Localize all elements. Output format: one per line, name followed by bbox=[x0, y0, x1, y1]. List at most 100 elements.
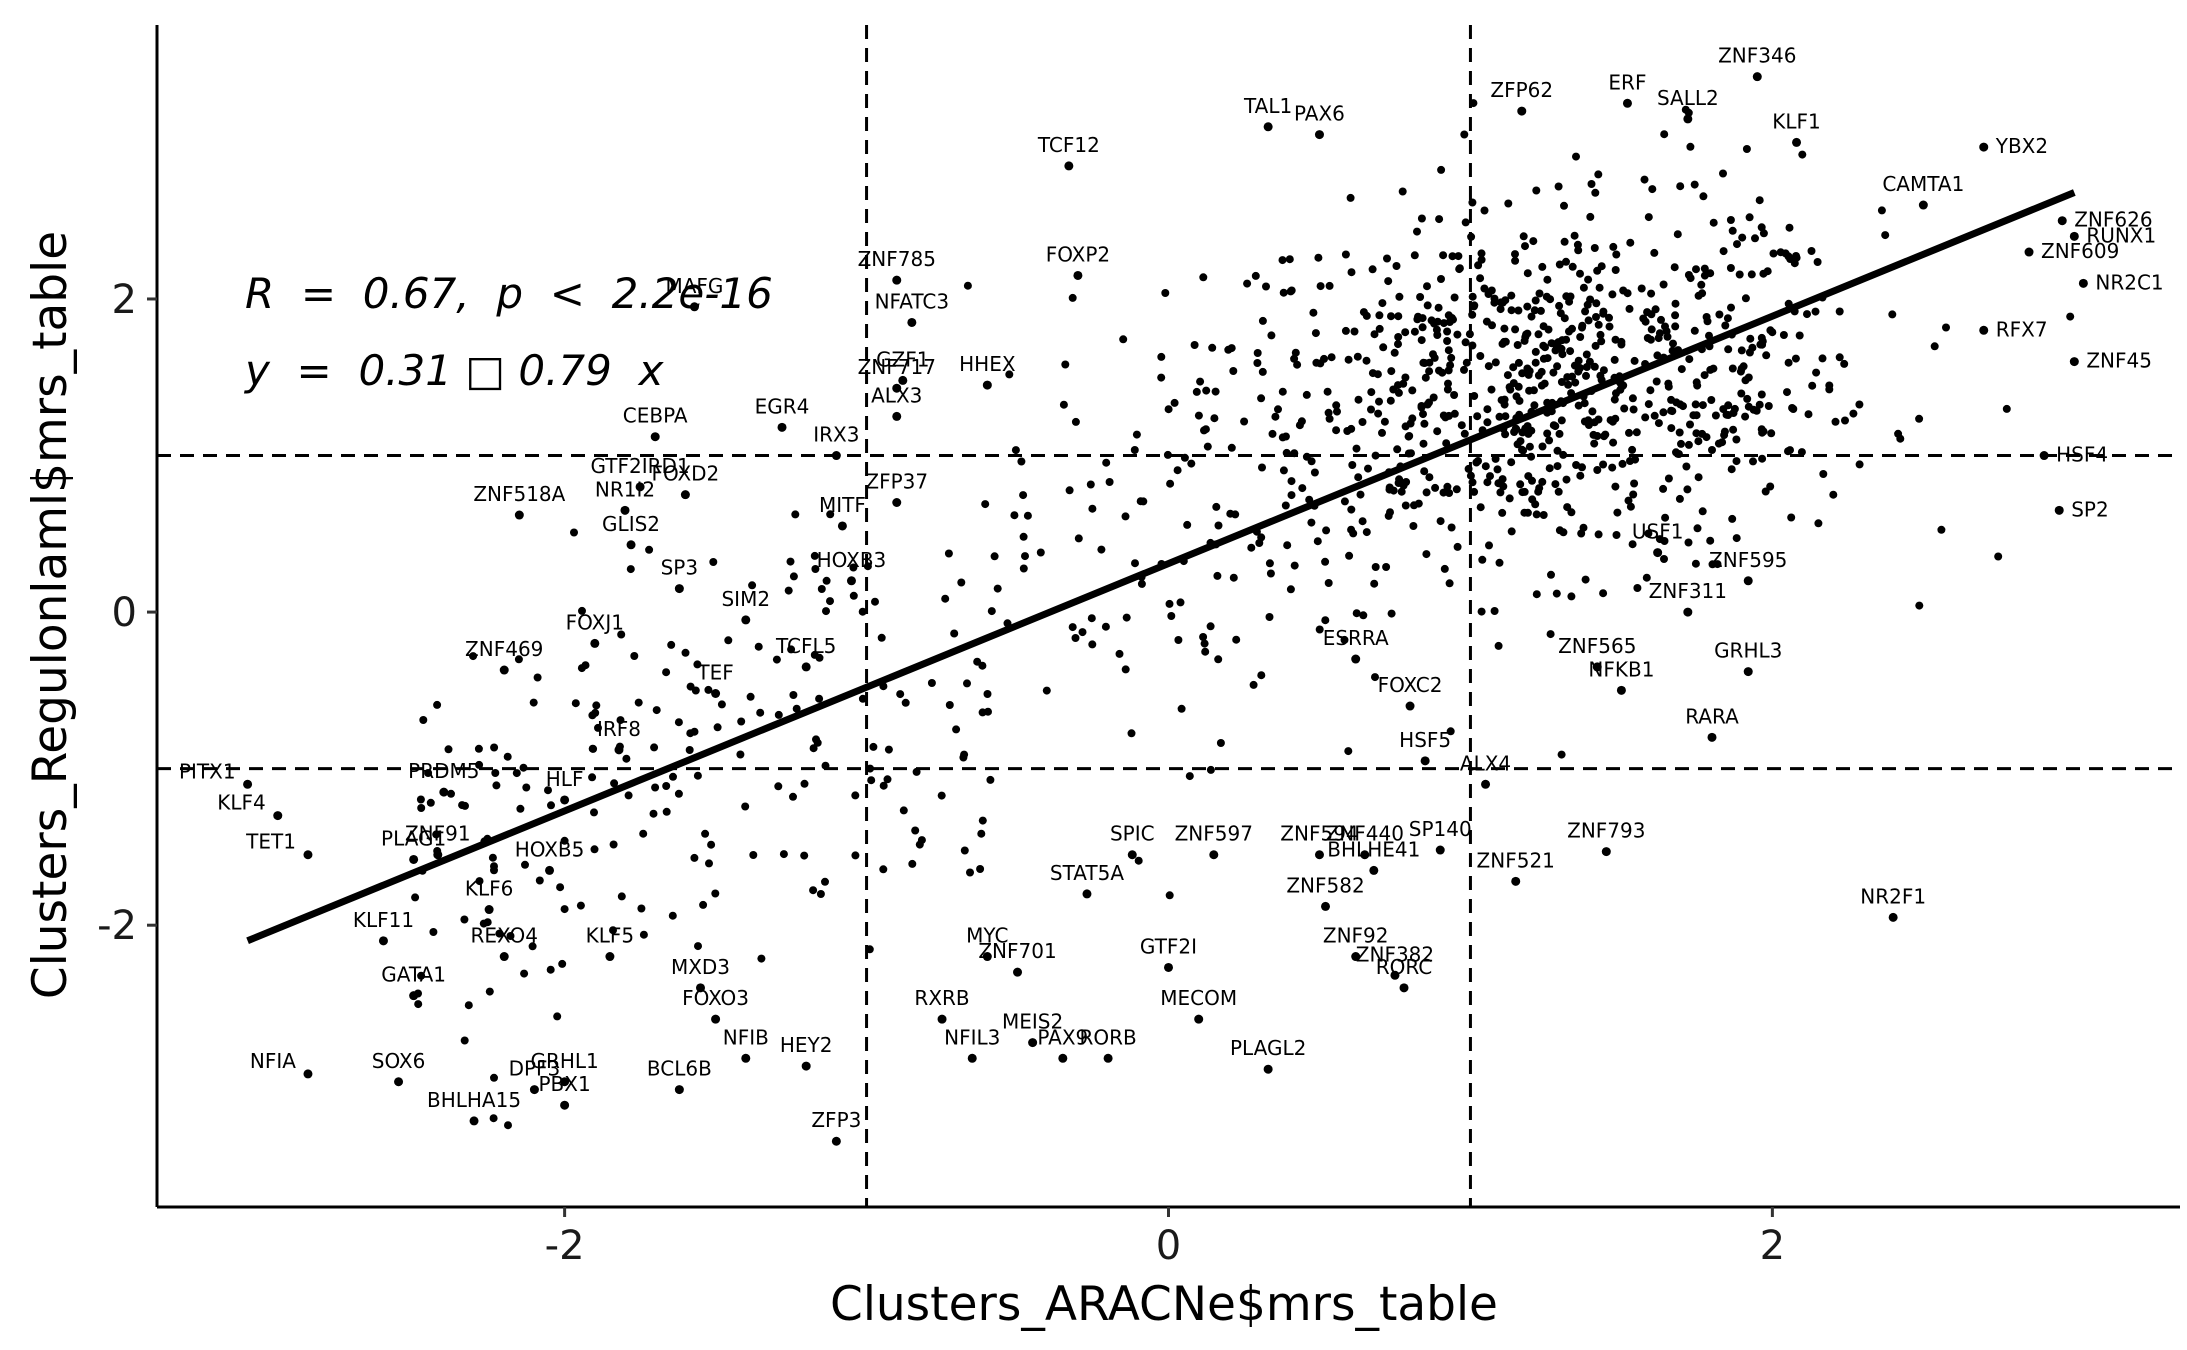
labeled-point bbox=[409, 854, 419, 864]
data-point bbox=[1422, 550, 1431, 559]
data-point bbox=[810, 551, 819, 560]
data-point bbox=[1593, 432, 1602, 440]
data-point bbox=[1855, 400, 1864, 409]
labeled-point bbox=[545, 865, 555, 875]
labeled-point bbox=[695, 983, 705, 993]
data-point bbox=[1618, 459, 1627, 468]
data-point bbox=[1576, 471, 1585, 480]
data-point bbox=[1643, 334, 1652, 342]
data-point bbox=[1420, 467, 1429, 476]
data-point bbox=[1538, 477, 1547, 486]
data-point bbox=[483, 918, 492, 927]
labeled-point bbox=[1888, 912, 1898, 922]
data-point bbox=[444, 745, 453, 754]
data-point bbox=[1737, 346, 1746, 355]
data-point bbox=[1421, 373, 1430, 382]
data-point bbox=[699, 900, 708, 909]
data-point bbox=[1417, 336, 1426, 345]
labeled-point bbox=[2069, 357, 2079, 367]
labeled-point bbox=[907, 317, 917, 327]
labeled-point bbox=[1390, 970, 1400, 980]
data-point bbox=[1307, 518, 1316, 527]
point-label: HHEX bbox=[959, 352, 1016, 376]
data-point bbox=[1420, 359, 1429, 367]
point-label: SP2 bbox=[2071, 497, 2108, 521]
data-point bbox=[1460, 429, 1469, 438]
data-point bbox=[512, 769, 521, 778]
point-label: TEF bbox=[696, 660, 733, 684]
data-point bbox=[1644, 529, 1653, 538]
data-point bbox=[1344, 747, 1353, 756]
data-point bbox=[1392, 262, 1401, 270]
data-point bbox=[1283, 541, 1292, 550]
data-point bbox=[616, 716, 625, 725]
data-point bbox=[1660, 537, 1669, 545]
data-point bbox=[1425, 367, 1434, 376]
data-point bbox=[1213, 571, 1222, 580]
point-label: NFIL3 bbox=[944, 1025, 1000, 1049]
data-point bbox=[1720, 427, 1729, 436]
labeled-point bbox=[1616, 685, 1626, 695]
data-point bbox=[749, 851, 758, 859]
reference-lines bbox=[157, 25, 2180, 1207]
data-point bbox=[1719, 405, 1728, 414]
data-point bbox=[417, 971, 426, 980]
data-point bbox=[1005, 370, 1014, 379]
labeled-point bbox=[614, 745, 624, 755]
data-point bbox=[669, 772, 677, 781]
data-point bbox=[757, 954, 766, 963]
data-point bbox=[709, 558, 718, 566]
data-point bbox=[1675, 494, 1684, 503]
data-point bbox=[460, 1036, 469, 1045]
data-point bbox=[950, 629, 959, 638]
data-point bbox=[1647, 325, 1656, 334]
data-point bbox=[711, 889, 720, 898]
data-point bbox=[662, 668, 671, 677]
data-point bbox=[1507, 306, 1516, 315]
data-point bbox=[634, 698, 643, 707]
data-point bbox=[1594, 415, 1603, 424]
data-point bbox=[1511, 424, 1520, 433]
data-point bbox=[1744, 373, 1753, 382]
data-point bbox=[1691, 559, 1700, 568]
data-point bbox=[1227, 344, 1236, 353]
data-point bbox=[1759, 269, 1768, 278]
point-label: HLF bbox=[546, 767, 584, 791]
data-point bbox=[1692, 378, 1701, 387]
data-point bbox=[1513, 341, 1522, 349]
data-point bbox=[1470, 301, 1479, 310]
data-point bbox=[1599, 309, 1608, 318]
data-point bbox=[488, 853, 497, 862]
data-point bbox=[1578, 323, 1586, 332]
data-point bbox=[786, 557, 795, 566]
data-point bbox=[1201, 425, 1210, 434]
data-point bbox=[492, 781, 501, 790]
data-point bbox=[1584, 316, 1593, 325]
labeled-point bbox=[1321, 901, 1331, 911]
data-point bbox=[651, 783, 660, 792]
labeled-point bbox=[1263, 122, 1273, 132]
data-point bbox=[1506, 385, 1515, 394]
data-point bbox=[1881, 231, 1890, 240]
y-tick-label: 2 bbox=[112, 277, 137, 323]
data-point bbox=[1789, 405, 1798, 413]
data-point bbox=[1538, 262, 1547, 271]
labeled-point bbox=[635, 482, 645, 492]
data-point bbox=[789, 691, 798, 699]
data-point bbox=[1715, 310, 1724, 319]
data-point bbox=[516, 804, 525, 813]
labeled-point bbox=[1792, 137, 1802, 147]
data-point bbox=[1202, 386, 1211, 395]
data-point bbox=[1356, 490, 1365, 499]
data-point bbox=[514, 655, 523, 664]
data-point bbox=[1347, 268, 1356, 277]
point-label: MYC bbox=[966, 924, 1008, 948]
data-point bbox=[1176, 598, 1185, 607]
labeled-point bbox=[484, 905, 494, 915]
data-point bbox=[1371, 563, 1380, 571]
data-point bbox=[485, 987, 494, 996]
labeled-point bbox=[1028, 1038, 1038, 1048]
data-point bbox=[1661, 322, 1669, 331]
data-point bbox=[1452, 485, 1461, 494]
data-point bbox=[1558, 336, 1567, 345]
